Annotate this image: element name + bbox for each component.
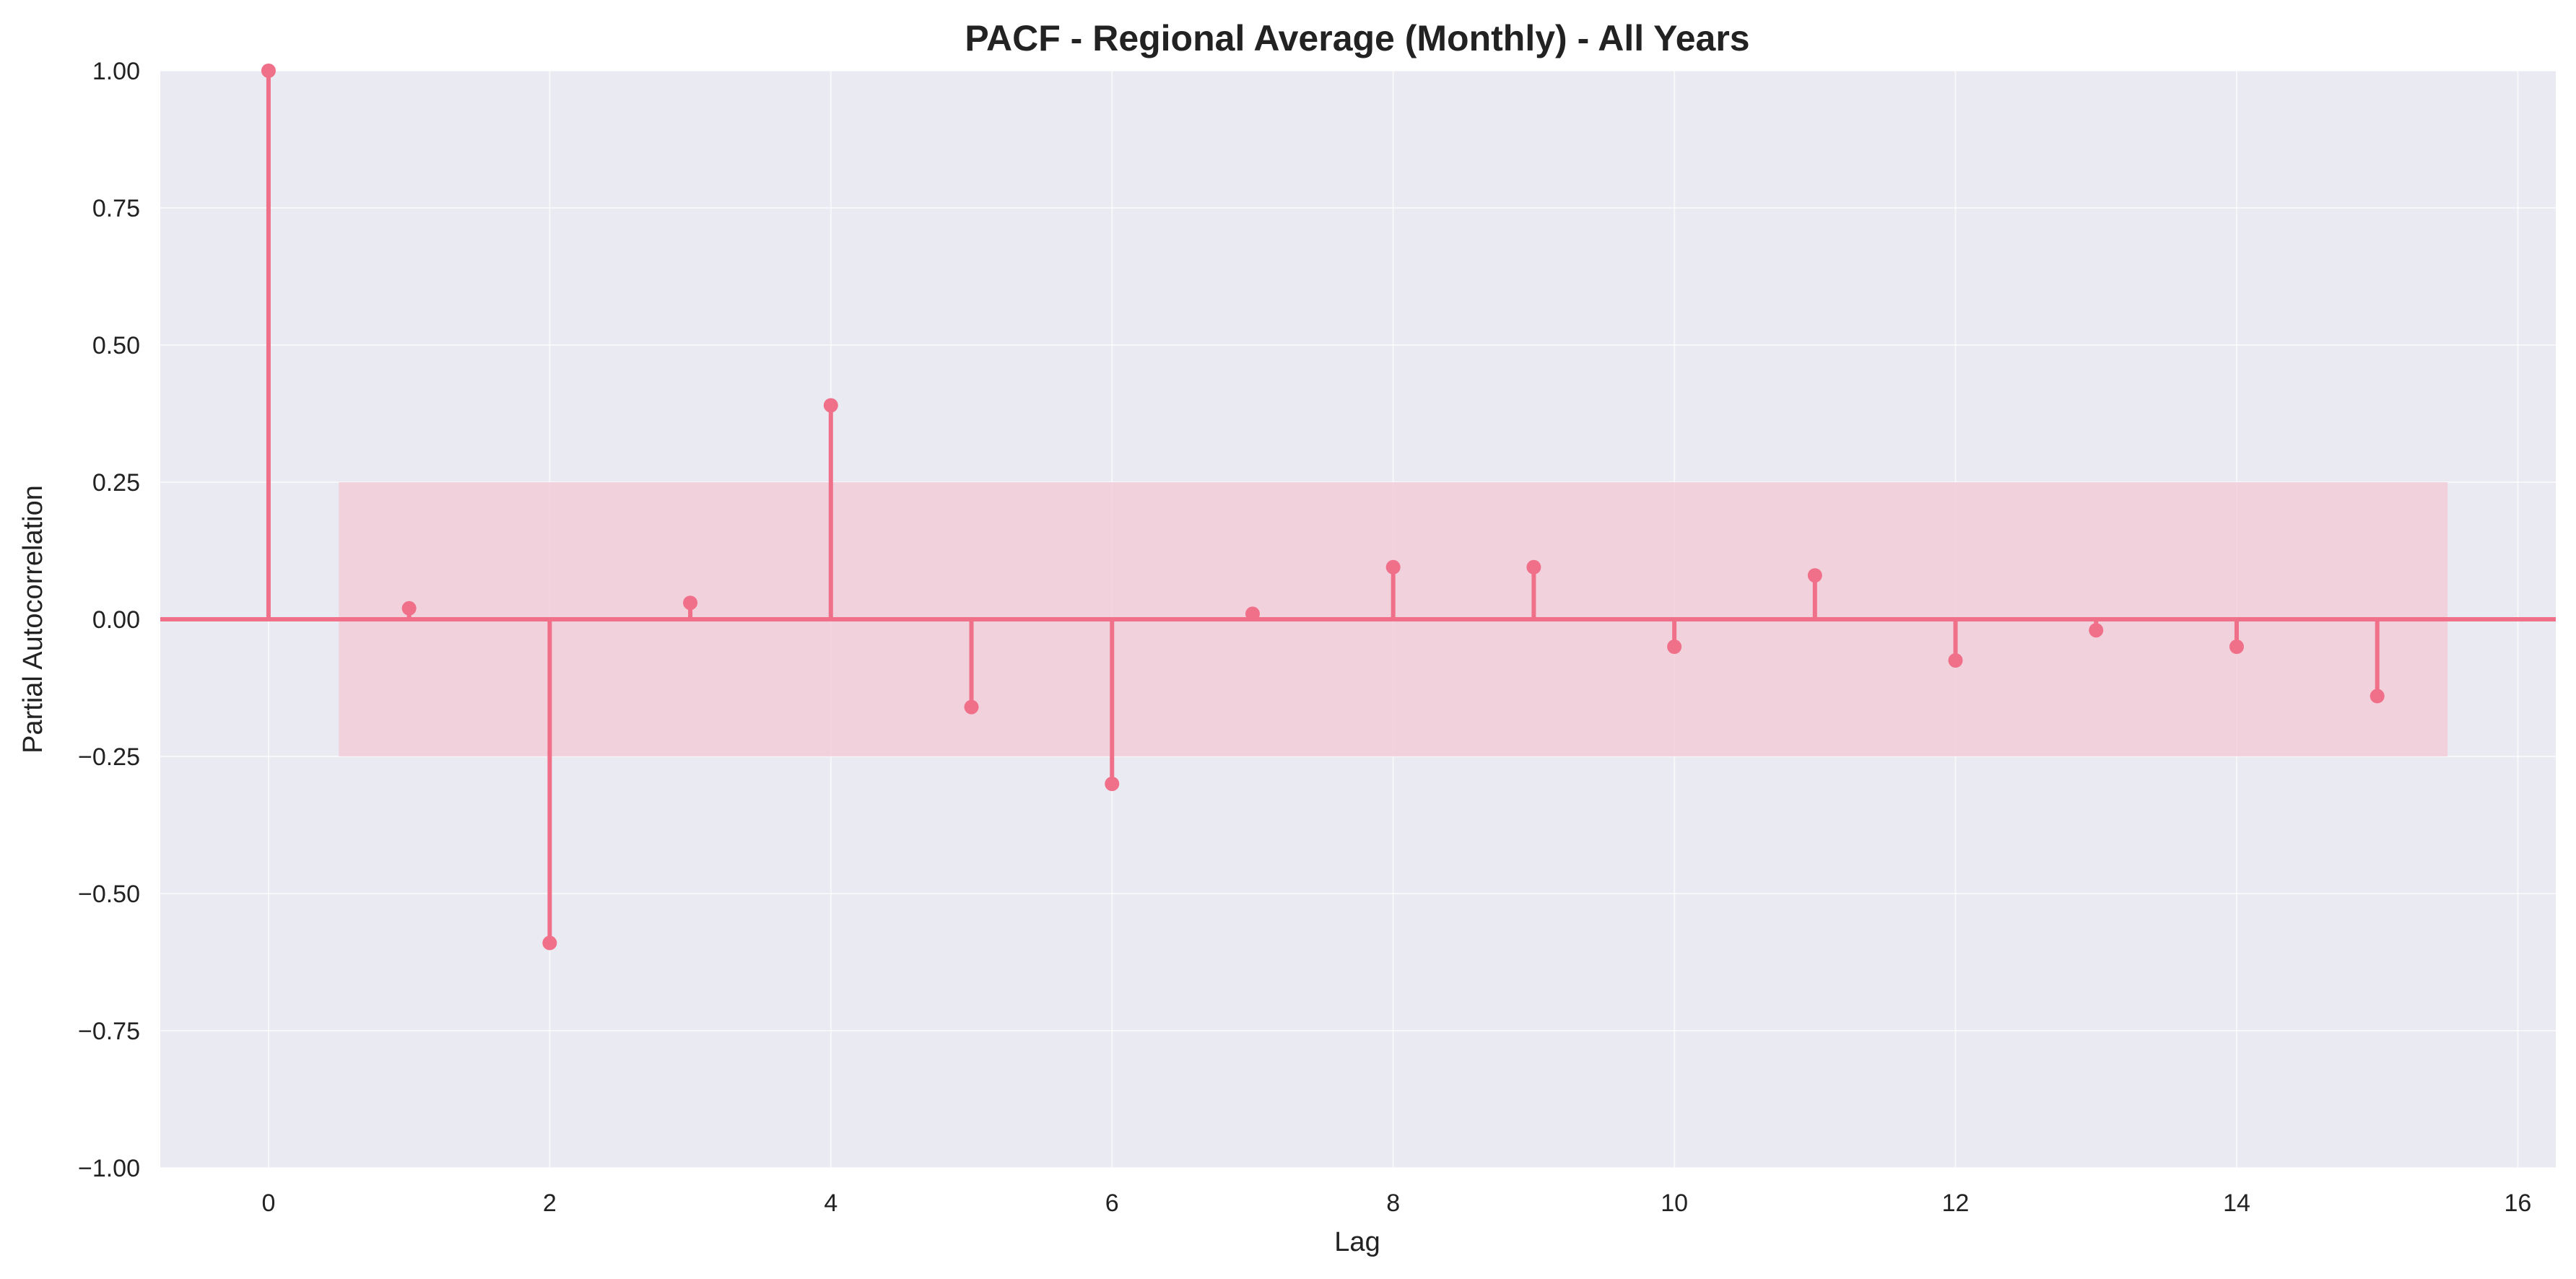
markers <box>261 64 2385 951</box>
chart-title: PACF - Regional Average (Monthly) - All … <box>965 18 1749 58</box>
y-tick-label: −1.00 <box>78 1155 140 1182</box>
x-tick-label: 16 <box>2505 1189 2532 1217</box>
marker-lag-10 <box>1667 640 1682 654</box>
marker-lag-6 <box>1105 777 1120 791</box>
marker-lag-2 <box>542 935 557 951</box>
y-tick-label: 0.00 <box>92 606 140 634</box>
x-axis-label: Lag <box>1334 1227 1380 1257</box>
y-tick-label: 0.25 <box>92 469 140 497</box>
y-tick-label: 0.75 <box>92 195 140 222</box>
x-tick-label: 12 <box>1942 1189 1970 1217</box>
x-tick-label: 6 <box>1105 1189 1119 1217</box>
marker-lag-15 <box>2370 689 2385 704</box>
y-tick-label: −0.75 <box>78 1018 140 1045</box>
y-axis-label: Partial Autocorrelation <box>18 485 48 754</box>
marker-lag-4 <box>823 398 838 413</box>
marker-lag-12 <box>1948 653 1963 668</box>
marker-lag-8 <box>1385 559 1401 575</box>
marker-lag-13 <box>2089 623 2104 638</box>
x-tick-label: 4 <box>824 1189 837 1217</box>
marker-lag-9 <box>1526 559 1541 575</box>
marker-lag-1 <box>401 601 417 616</box>
x-tick-label: 2 <box>543 1189 557 1217</box>
y-tick-label: 0.50 <box>92 332 140 359</box>
marker-lag-7 <box>1245 606 1260 621</box>
marker-lag-14 <box>2229 640 2244 654</box>
y-tick-label: −0.50 <box>78 881 140 908</box>
x-tick-label: 10 <box>1661 1189 1688 1217</box>
x-tick-label: 14 <box>2223 1189 2250 1217</box>
x-tick-label: 8 <box>1386 1189 1400 1217</box>
x-tick-labels: 0 2 4 6 8 10 12 14 16 <box>261 1189 2531 1217</box>
x-tick-label: 0 <box>261 1189 275 1217</box>
marker-lag-3 <box>683 595 698 611</box>
marker-lag-5 <box>964 699 979 715</box>
y-tick-label: −0.25 <box>78 743 140 771</box>
y-tick-labels: −1.00 −0.75 −0.50 −0.25 0.00 0.25 0.50 0.75 1.00 <box>78 58 140 1182</box>
y-tick-label: 1.00 <box>92 58 140 85</box>
marker-lag-0 <box>261 64 276 78</box>
marker-lag-11 <box>1807 568 1822 583</box>
